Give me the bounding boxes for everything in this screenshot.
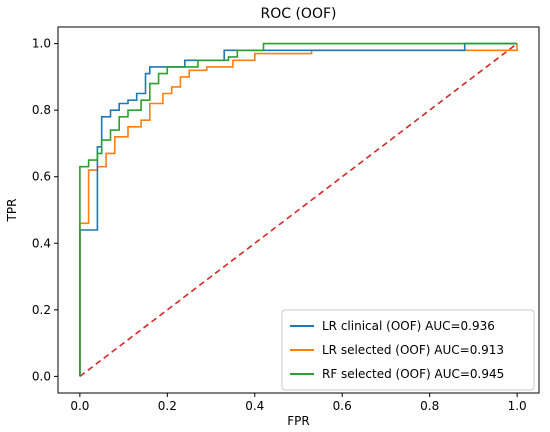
roc-curve-series-0 [79,42,518,377]
x-axis-label: FPR [287,414,309,428]
x-tick-label: 0.2 [158,399,177,413]
x-tick-label: 1.0 [508,399,527,413]
legend-entry: LR clinical (OOF) AUC=0.936 [322,319,495,333]
legend-entry: LR selected (OOF) AUC=0.913 [322,343,504,357]
y-tick-label: 0.8 [32,103,51,117]
legend-box [281,309,535,391]
legend-entry: RF selected (OOF) AUC=0.945 [322,367,504,381]
y-tick-label: 0.2 [32,303,51,317]
x-tick-label: 0.4 [245,399,264,413]
plot-frame [57,26,540,394]
y-tick-label: 0.0 [32,369,51,383]
roc-curve-series-2 [79,42,518,377]
y-axis-label: TPR [5,199,19,223]
chance-diagonal-line [79,42,518,378]
y-tick-label: 0.4 [32,236,51,250]
axis-ticks: 0.0 0.2 0.4 0.6 0.8 1.0 0.0 0.2 0.4 0.6 0.8 1.0 [32,37,527,413]
x-tick-label: 0.0 [70,399,89,413]
y-tick-label: 1.0 [32,37,51,51]
x-tick-label: 0.6 [333,399,352,413]
roc-curve-series-1 [79,43,518,377]
chart-title: ROC (OOF) [261,6,337,22]
plot-lines [79,42,518,378]
legend: LR clinical (OOF) AUC=0.936 LR selected (… [281,309,535,391]
x-tick-label: 0.8 [420,399,439,413]
y-tick-label: 0.6 [32,170,51,184]
